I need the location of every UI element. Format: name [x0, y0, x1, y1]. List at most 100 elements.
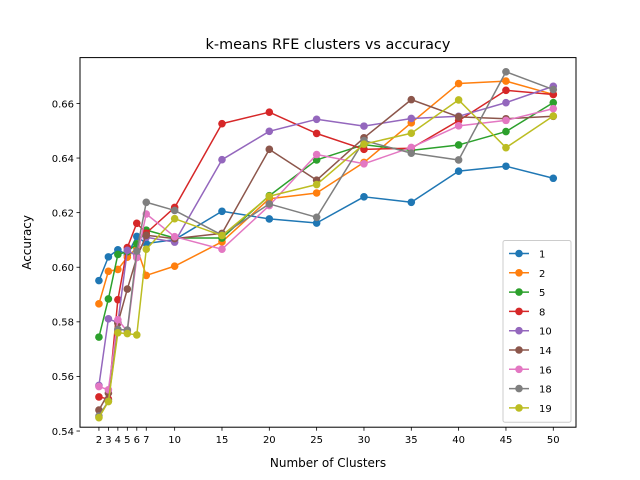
data-point — [104, 315, 113, 323]
legend-marker — [515, 269, 523, 277]
legend-marker — [515, 384, 523, 393]
x-tick-label: 30 — [358, 435, 371, 446]
data-point — [265, 145, 274, 154]
data-point — [114, 328, 122, 337]
x-tick-label: 5 — [124, 435, 130, 446]
data-point — [360, 159, 368, 168]
data-point — [360, 140, 368, 148]
legend: 1 2 5 8 10 14 16 18 19 — [502, 240, 572, 423]
data-point — [454, 156, 463, 164]
data-point — [114, 265, 122, 274]
data-point — [454, 79, 463, 88]
series-16 — [95, 104, 558, 394]
data-point — [95, 382, 103, 391]
data-point — [123, 285, 132, 293]
y-tick-label: 0.58 — [52, 318, 74, 329]
data-point — [549, 98, 558, 107]
data-point — [312, 219, 321, 227]
data-point — [104, 397, 113, 406]
data-point — [407, 95, 416, 104]
x-tick-label: 35 — [405, 435, 418, 446]
legend-marker — [515, 326, 523, 335]
x-tick-label: 45 — [500, 435, 513, 446]
data-point — [132, 253, 141, 262]
data-point — [454, 122, 463, 130]
data-point — [95, 413, 103, 422]
data-point — [114, 315, 122, 324]
data-point — [123, 329, 132, 338]
x-tick-label: 40 — [452, 435, 465, 446]
data-point — [170, 232, 179, 241]
data-point — [218, 207, 226, 216]
x-tick-label: 15 — [216, 435, 229, 446]
legend-marker — [515, 288, 523, 296]
x-tick-label: 2 — [96, 435, 102, 446]
legend-label: 19 — [539, 404, 552, 415]
data-point — [549, 112, 558, 120]
data-point — [218, 231, 226, 240]
data-point — [502, 67, 510, 76]
data-point — [312, 180, 321, 189]
data-point — [407, 143, 416, 152]
y-tick-label: 0.60 — [52, 263, 74, 274]
data-point — [454, 113, 463, 121]
y-tick-label: 0.64 — [52, 154, 74, 165]
chart-title: k-means RFE clusters vs accuracy — [206, 37, 451, 53]
data-point — [218, 155, 226, 164]
data-point — [132, 219, 141, 228]
y-tick-label: 0.54 — [52, 427, 74, 438]
data-point — [454, 141, 463, 149]
data-point — [123, 246, 132, 255]
legend-box — [502, 240, 572, 423]
legend-label: 16 — [539, 365, 552, 376]
y-tick-label: 0.66 — [52, 99, 74, 110]
x-tick-label: 4 — [115, 435, 121, 446]
data-point — [312, 150, 321, 159]
data-point — [502, 143, 510, 152]
data-point — [114, 295, 122, 304]
x-tick-label: 6 — [134, 435, 140, 446]
plot-area — [95, 67, 558, 422]
series-line — [98, 107, 554, 391]
data-point — [218, 245, 226, 254]
data-point — [95, 276, 103, 285]
data-point — [265, 192, 274, 201]
x-tick-label: 25 — [310, 435, 323, 446]
legend-marker — [515, 307, 523, 316]
data-point — [502, 77, 510, 85]
data-point — [114, 250, 122, 259]
data-point — [104, 253, 113, 261]
data-point — [454, 167, 463, 175]
data-point — [454, 96, 463, 104]
series-2 — [95, 77, 558, 308]
legend-item: 16 — [509, 365, 552, 376]
series-1 — [95, 162, 558, 285]
legend-marker — [515, 346, 523, 354]
data-point — [104, 295, 113, 303]
legend-label: 18 — [539, 385, 552, 396]
legend-item: 10 — [509, 327, 552, 338]
legend-item: 8 — [509, 307, 545, 318]
axes-frame — [79, 57, 577, 428]
series-line — [98, 80, 554, 305]
data-point — [95, 300, 103, 308]
legend-label: 10 — [539, 327, 552, 338]
y-axis: 0.54 0.56 0.58 0.60 0.62 0.64 0.66 — [52, 99, 80, 438]
series-line — [98, 165, 554, 281]
legend-item: 14 — [509, 346, 552, 357]
series-8 — [95, 86, 558, 403]
data-point — [407, 198, 416, 207]
y-tick-label: 0.56 — [52, 372, 74, 383]
data-point — [265, 108, 274, 116]
legend-item: 19 — [509, 404, 552, 415]
series-line — [98, 98, 554, 411]
x-tick-label: 7 — [143, 435, 149, 446]
y-axis-label: Accuracy — [20, 215, 34, 270]
data-point — [312, 129, 321, 138]
data-point — [312, 213, 321, 222]
legend-label: 14 — [539, 346, 552, 357]
data-point — [265, 127, 274, 136]
data-point — [312, 115, 321, 124]
x-tick-label: 50 — [547, 435, 560, 446]
